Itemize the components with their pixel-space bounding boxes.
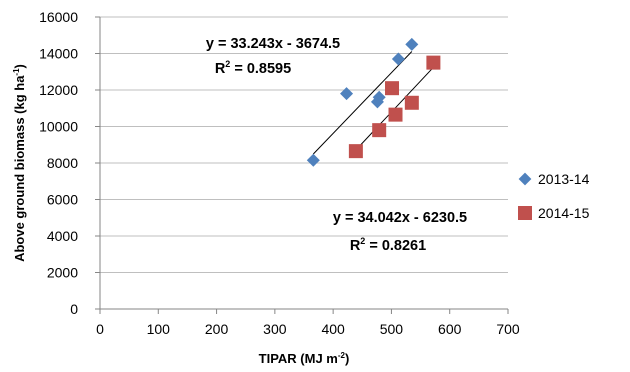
legend-marker-diamond xyxy=(518,172,532,186)
data-point-2014-15 xyxy=(388,107,403,122)
axes xyxy=(95,16,509,314)
x-tick-label: 600 xyxy=(438,321,462,337)
x-tick-label: 500 xyxy=(380,321,404,337)
y-tick-label: 6000 xyxy=(47,192,78,208)
x-tick-label: 700 xyxy=(496,321,520,337)
data-point-2014-15 xyxy=(348,144,363,159)
y-tick-labels: 0 2000 4000 6000 8000 10000 12000 14000 16000 xyxy=(39,9,78,317)
y-tick-label: 10000 xyxy=(39,119,78,135)
legend-marker-square xyxy=(518,206,532,220)
data-point-2013-14 xyxy=(372,90,386,104)
data-point-2013-14 xyxy=(306,153,320,167)
y-tick-label: 2000 xyxy=(47,265,78,281)
r-squared-2013-14: R2 = 0.8595 xyxy=(215,59,291,77)
legend-label: 2013-14 xyxy=(538,171,590,187)
x-tick-label: 400 xyxy=(321,321,345,337)
data-point-2014-15 xyxy=(404,95,419,110)
x-tick-label: 300 xyxy=(263,321,287,337)
y-tick-label: 14000 xyxy=(39,46,78,62)
x-axis-title: TIPAR (MJ m-2) xyxy=(259,351,350,366)
legend-item-2013-14: 2013-14 xyxy=(518,171,590,187)
y-tick-label: 8000 xyxy=(47,155,78,171)
legend-label: 2014-15 xyxy=(538,205,590,221)
data-points xyxy=(306,37,441,167)
data-point-2014-15 xyxy=(372,123,387,138)
x-tick-labels: 0 100 200 300 400 500 600 700 xyxy=(96,321,520,337)
gridlines xyxy=(100,16,508,273)
legend-item-2014-15: 2014-15 xyxy=(518,205,590,221)
data-point-2013-14 xyxy=(340,87,354,101)
trendline-2013-14 xyxy=(312,51,413,155)
equation-2014-15: y = 34.042x - 6230.5 xyxy=(333,210,467,226)
r-squared-2014-15: R2 = 0.8261 xyxy=(350,236,426,254)
y-tick-label: 0 xyxy=(70,301,78,317)
y-tick-label: 16000 xyxy=(39,9,78,25)
y-axis-title: Above ground biomass (kg ha-1) xyxy=(12,64,27,262)
data-point-2014-15 xyxy=(426,55,441,70)
equation-2013-14: y = 33.243x - 3674.5 xyxy=(206,36,340,52)
data-point-2013-14 xyxy=(391,52,405,66)
x-tick-label: 200 xyxy=(205,321,229,337)
data-point-2014-15 xyxy=(385,81,400,96)
x-tick-label: 0 xyxy=(96,321,104,337)
data-point-2013-14 xyxy=(405,37,419,51)
x-tick-label: 100 xyxy=(147,321,171,337)
y-tick-label: 4000 xyxy=(47,228,78,244)
legend: 2013-14 2014-15 xyxy=(518,171,590,221)
y-tick-label: 12000 xyxy=(39,82,78,98)
